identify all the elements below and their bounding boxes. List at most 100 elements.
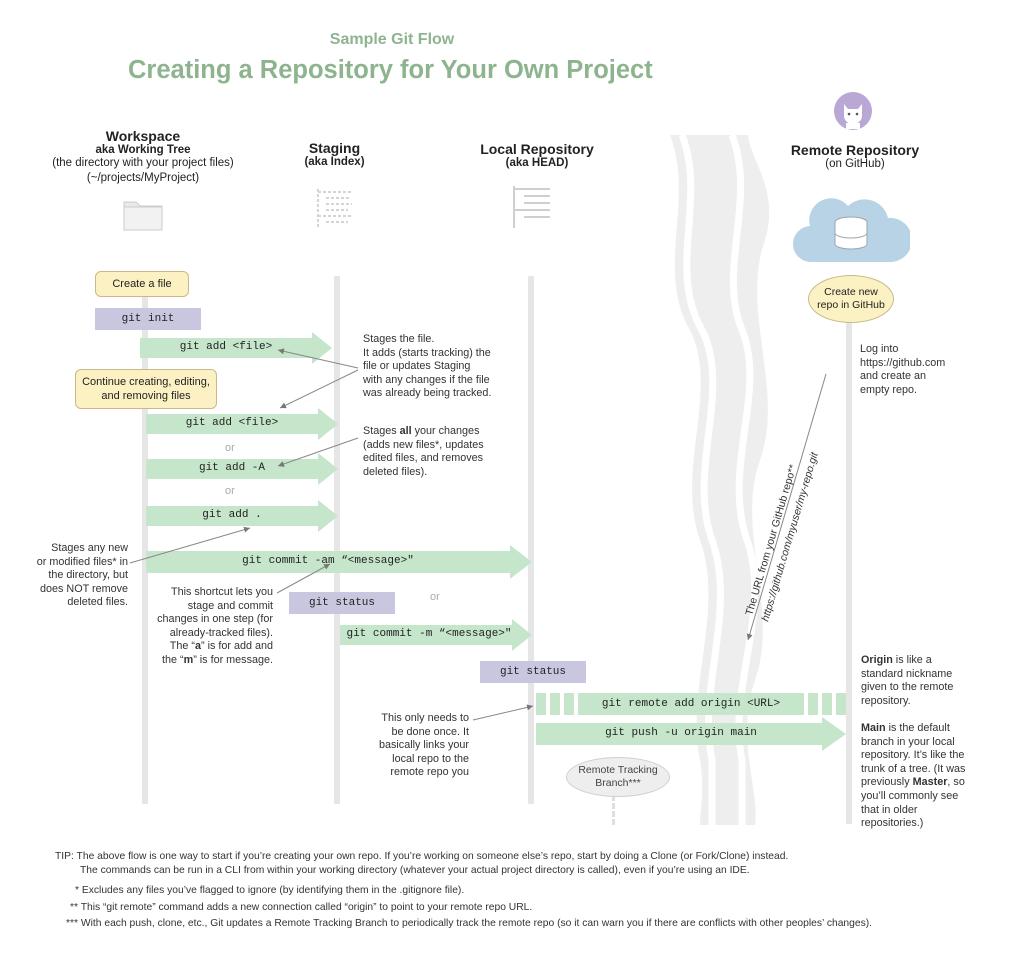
shortcut-line-5: The “a” is for add and [140, 640, 273, 654]
break-line-right [728, 133, 759, 825]
git-remote-add-command: git remote add origin <URL> [601, 698, 781, 710]
create-repo-line-2: repo in GitHub [817, 299, 885, 311]
git-init-command: git init [95, 308, 201, 330]
workspace-header: Workspace aka Working Tree (the director… [42, 128, 244, 184]
tracking-line-1: Remote Tracking [578, 764, 658, 776]
stages-file-line-1: Stages the file. [363, 333, 435, 345]
pointer-shortcut [276, 563, 331, 594]
git-push-command: git push -u origin main [605, 727, 757, 739]
shortcut-a-pre: The “ [169, 640, 195, 653]
stages-new-line-5: deleted files. [67, 596, 128, 609]
main-line-3: repository. It’s like the [861, 749, 965, 762]
create-repo-bubble: Create new repo in GitHub [808, 275, 894, 323]
login-line-4: empty repo. [860, 383, 918, 396]
stages-all-note: Stages all your changes (adds new files*… [363, 425, 513, 479]
login-line-2: https://github.com [860, 356, 946, 369]
once-line-5: remote repo you [390, 766, 469, 779]
main-bold: Main [861, 722, 886, 734]
git-commit-am-command: git commit -am “<message>" [242, 555, 414, 567]
stages-new-line-1: Stages any new [51, 542, 128, 554]
shortcut-line-3: changes in one step (for [157, 613, 273, 626]
stages-all-pre: Stages [363, 425, 400, 437]
workspace-lane [142, 276, 148, 804]
git-remote-add-bar [536, 693, 846, 715]
login-line-3: and create an [860, 370, 927, 383]
shortcut-a-post: ” is for add and [200, 640, 273, 653]
workspace-title: Workspace [105, 128, 181, 144]
continue-editing-bubble: Continue creating, editing, and removing… [75, 369, 217, 409]
local-header: Local Repository (aka HEAD) [462, 141, 612, 169]
workspace-desc: (the directory with your project files) [52, 157, 234, 169]
git-add-file-command-2: git add <file> [185, 417, 279, 429]
origin-line-3: given to the remote [861, 681, 954, 694]
remote-aka: (on GitHub) [825, 158, 885, 170]
continue-line-2: and removing files [101, 390, 191, 402]
continue-line-1: Continue creating, editing, [82, 376, 210, 388]
or-label-1: or [225, 442, 235, 454]
git-status-command-1: git status [289, 592, 395, 614]
main-prev-pre: previously [861, 776, 913, 789]
git-add-file-command-1: git add <file> [179, 341, 273, 353]
stages-file-note: Stages the file. It adds (starts trackin… [363, 333, 513, 401]
git-push-arrow [536, 717, 846, 751]
stages-new-note: Stages any new or modified files* in the… [10, 542, 128, 610]
remote-repo-lane [846, 320, 852, 824]
stages-all-line-3: edited files, and removes [363, 452, 484, 465]
stages-all-line-1: Stages all your changes [363, 425, 513, 439]
stages-new-line-3: the directory, but [48, 569, 128, 582]
stages-new-line-2: or modified files* in [36, 555, 128, 568]
diagram-subtitle: Sample Git Flow [329, 31, 455, 48]
git-commit-m-arrow [340, 619, 532, 651]
staging-header: Staging (aka Index) [277, 140, 392, 168]
stages-all-post: your changes [411, 425, 480, 437]
git-add-file-arrow-2 [146, 408, 338, 440]
main-line-1-rest: is the default [885, 722, 950, 734]
remote-tracking-branch-bubble: Remote Tracking Branch*** [566, 757, 670, 797]
tracking-branch-lane [612, 795, 618, 825]
shortcut-m-post: ” is for message. [193, 653, 273, 666]
origin-bold: Origin [861, 654, 893, 666]
once-line-2: be done once. It [391, 725, 469, 738]
git-add-all-arrow [146, 453, 338, 485]
git-add-dot-command: git add . [202, 509, 262, 521]
main-line-5: previously Master, so [861, 776, 1001, 790]
local-title: Local Repository [480, 141, 594, 157]
main-line-2: branch in your local [861, 735, 955, 748]
git-status-command-2: git status [480, 661, 586, 683]
shortcut-line-2: stage and commit [187, 599, 273, 612]
shortcut-line-6: the “m” is for message. [140, 654, 273, 668]
footer-tip-1: TIP: The above flow is one way to start … [55, 851, 789, 862]
local-aka: (aka HEAD) [505, 157, 569, 169]
pointer-once [472, 704, 534, 721]
main-prev-post: , so [947, 776, 965, 789]
main-line-7: that in older [861, 803, 918, 816]
once-line-3: basically links your [378, 739, 469, 752]
folder-icon [123, 201, 163, 231]
stages-file-line-3: file or updates Staging [363, 360, 471, 373]
main-line-6: you’ll commonly see [861, 789, 959, 802]
pointer-stages-new [129, 526, 251, 564]
staging-lane [334, 276, 340, 804]
footer-note-3: *** With each push, clone, etc., Git upd… [66, 918, 873, 929]
git-commit-am-arrow [146, 545, 532, 579]
remote-title: Remote Repository [790, 142, 920, 158]
main-line-4: trunk of a tree. (It was [861, 762, 966, 775]
git-add-all-command: git add -A [198, 462, 265, 474]
local-repo-icon [513, 186, 550, 228]
git-add-dot-arrow [146, 500, 338, 532]
workspace-path: (~/projects/MyProject) [86, 172, 200, 184]
shortcut-note: This shortcut lets you stage and commit … [140, 586, 273, 668]
pointer-url [746, 373, 827, 641]
main-note: Main is the default branch in your local… [861, 722, 1001, 831]
origin-line-2: standard nickname [861, 667, 953, 680]
git-commit-m-command: git commit -m “<message>" [346, 628, 512, 640]
pointer-stages-file-1 [277, 348, 359, 369]
or-label-3: or [430, 591, 440, 603]
staging-index-icon [317, 189, 352, 227]
create-repo-line-1: Create new [824, 286, 878, 298]
shortcut-a-bold: a [194, 640, 201, 653]
stages-file-line-4: with any changes if the file [363, 373, 490, 386]
stages-file-line-5: was already being tracked. [363, 387, 492, 400]
